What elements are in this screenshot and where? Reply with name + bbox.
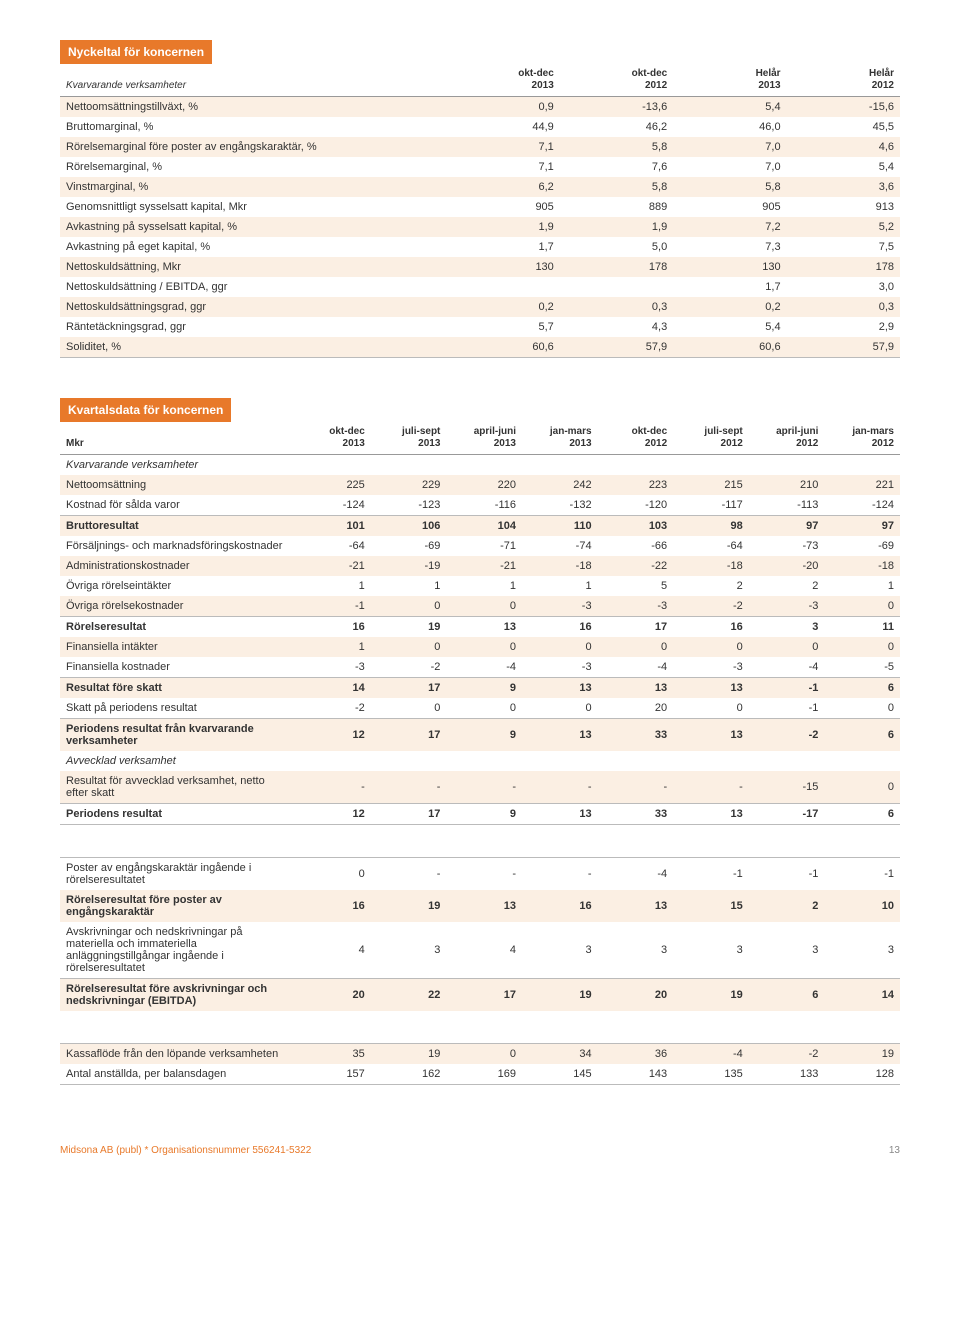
table-row: Periodens resultat från kvarvarande verk…: [60, 719, 900, 752]
quarterly-table: Mkr okt-dec2013 juli-sept2013 april-juni…: [60, 422, 900, 1085]
table-row: [60, 825, 900, 858]
table-row: Bruttomarginal, %44,946,246,045,5: [60, 117, 900, 137]
table-row: Vinstmarginal, %6,25,85,83,6: [60, 177, 900, 197]
table-row: Nettoskuldsättning / EBITDA, ggr1,73,0: [60, 277, 900, 297]
table-row: Nettoskuldsättning, Mkr130178130178: [60, 257, 900, 277]
col-h: okt-dec2012: [560, 64, 673, 97]
table-row: Rörelseresultat161913161716311: [60, 617, 900, 638]
footer-orgnr-label: Organisationsnummer: [151, 1145, 249, 1156]
table-row: Räntetäckningsgrad, ggr5,74,35,42,9: [60, 317, 900, 337]
table-row: Periodens resultat12179133313-176: [60, 804, 900, 825]
table-row: Avkastning på eget kapital, %1,75,07,37,…: [60, 237, 900, 257]
col-h: juli-sept2013: [371, 422, 447, 455]
page-footer: Midsona AB (publ) * Organisationsnummer …: [60, 1145, 900, 1156]
table-row: Finansiella intäkter10000000: [60, 637, 900, 657]
table-row: Avskrivningar och nedskrivningar på mate…: [60, 922, 900, 979]
col-h: jan-mars2012: [824, 422, 900, 455]
table-row: Soliditet, %60,657,960,657,9: [60, 337, 900, 358]
table-row: Rörelseresultat före avskrivningar och n…: [60, 979, 900, 1012]
col-h: april-juni2012: [749, 422, 825, 455]
table-row: Nettoomsättningstillväxt, %0,9-13,65,4-1…: [60, 97, 900, 118]
table-row: [60, 1011, 900, 1044]
table-row: Antal anställda, per balansdagen15716216…: [60, 1064, 900, 1085]
table-row: Genomsnittligt sysselsatt kapital, Mkr90…: [60, 197, 900, 217]
col-h: april-juni2013: [446, 422, 522, 455]
unit-label: Mkr: [60, 422, 295, 455]
table-row: Nettoomsättning225229220242223215210221: [60, 475, 900, 495]
table-row: Poster av engångskaraktär ingående i rör…: [60, 858, 900, 891]
quarterly-table-container: Kvartalsdata för koncernen Mkr okt-dec20…: [60, 398, 900, 1085]
table-row: Avkastning på sysselsatt kapital, %1,91,…: [60, 217, 900, 237]
table-row: Administrationskostnader-21-19-21-18-22-…: [60, 556, 900, 576]
table-row: Kostnad för sålda varor-124-123-116-132-…: [60, 495, 900, 516]
table-row: Övriga rörelsekostnader-100-3-3-2-30: [60, 596, 900, 617]
table-row: Bruttoresultat101106104110103989797: [60, 516, 900, 537]
table-row: Rörelseresultat före poster av engångska…: [60, 890, 900, 922]
col-h: Helår2013: [673, 64, 786, 97]
table-row: Resultat för avvecklad verksamhet, netto…: [60, 771, 900, 804]
col-h: Helår2012: [787, 64, 900, 97]
table-row: Finansiella kostnader-3-2-4-3-4-3-4-5: [60, 657, 900, 678]
col-h: okt-dec2013: [295, 422, 371, 455]
footer-company: Midsona AB (publ): [60, 1145, 142, 1156]
col-h: jan-mars2013: [522, 422, 598, 455]
keyfigures-table-container: Nyckeltal för koncernen Kvarvarande verk…: [60, 40, 900, 358]
keyfigures-subheader: Kvarvarande verksamheter: [60, 64, 446, 97]
table-row: Övriga rörelseintäkter11115221: [60, 576, 900, 596]
keyfigures-table: Kvarvarande verksamheter okt-dec2013 okt…: [60, 64, 900, 358]
col-h: okt-dec2012: [598, 422, 674, 455]
col-h: okt-dec2013: [446, 64, 559, 97]
table-row: Resultat före skatt14179131313-16: [60, 678, 900, 699]
table-row: Försäljnings- och marknadsföringskostnad…: [60, 536, 900, 556]
table-row: Kassaflöde från den löpande verksamheten…: [60, 1044, 900, 1065]
table-row: Avvecklad verksamhet: [60, 751, 900, 771]
col-h: juli-sept2012: [673, 422, 749, 455]
table-row: Skatt på periodens resultat-2000200-10: [60, 698, 900, 719]
table-row: Kvarvarande verksamheter: [60, 455, 900, 476]
quarterly-title: Kvartalsdata för koncernen: [60, 398, 231, 422]
table-row: Rörelsemarginal, %7,17,67,05,4: [60, 157, 900, 177]
table-row: Nettoskuldsättningsgrad, ggr0,20,30,20,3: [60, 297, 900, 317]
table-row: Rörelsemarginal före poster av engångska…: [60, 137, 900, 157]
keyfigures-title: Nyckeltal för koncernen: [60, 40, 212, 64]
footer-orgnr: 556241-5322: [252, 1145, 311, 1156]
page-number: 13: [889, 1145, 900, 1156]
